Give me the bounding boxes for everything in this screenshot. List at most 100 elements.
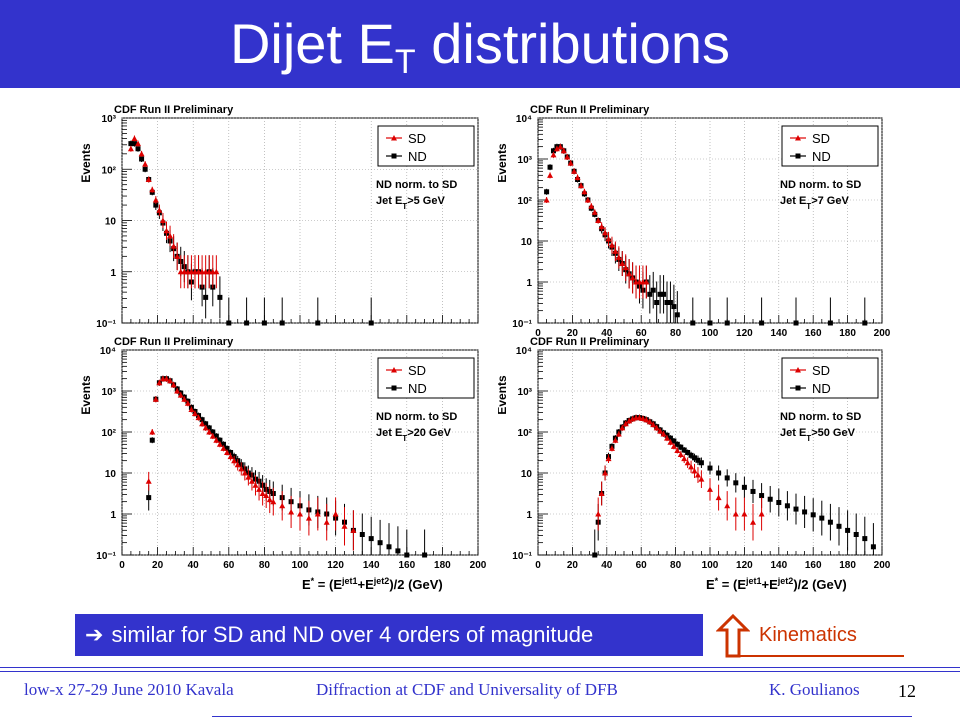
sd-point xyxy=(297,511,303,517)
sd-point xyxy=(288,508,295,515)
nd-point xyxy=(698,460,704,466)
sd-point xyxy=(231,457,238,464)
y-tick-label: 1 xyxy=(526,278,532,289)
kinematics-arrow-icon[interactable] xyxy=(716,612,750,658)
legend-nd-marker xyxy=(795,385,801,391)
sd-point xyxy=(657,428,664,434)
x-tick-label: 140 xyxy=(770,560,787,571)
kinematics-link[interactable]: Kinematics xyxy=(759,624,857,646)
sd-point xyxy=(574,174,581,180)
y-tick-label: 10⁻¹ xyxy=(512,551,532,562)
sd-point xyxy=(156,207,163,213)
nd-point xyxy=(547,164,553,170)
x-tick-label: 0 xyxy=(535,328,541,336)
sd-point xyxy=(266,496,273,503)
sd-point xyxy=(149,186,156,193)
y-tick-label: 10³ xyxy=(102,114,117,125)
sd-point xyxy=(758,511,765,517)
sd-point xyxy=(674,447,681,453)
sd-point xyxy=(191,410,198,417)
callout-text: similar for SD and ND over 4 orders of m… xyxy=(111,622,594,647)
y-tick-label: 1 xyxy=(110,510,116,521)
nd-point xyxy=(228,450,234,455)
x-tick-label: 60 xyxy=(636,560,648,571)
sd-point xyxy=(245,474,252,480)
nd-point xyxy=(759,493,765,499)
sd-point xyxy=(152,197,159,203)
x-tick-label: 100 xyxy=(702,328,719,336)
legend-sd-marker xyxy=(391,135,397,141)
x-tick-label: 200 xyxy=(874,328,891,336)
nd-point xyxy=(767,496,773,502)
footer-talk-title: Diffraction at CDF and Universality of D… xyxy=(316,680,618,699)
legend-sd-marker xyxy=(795,135,801,141)
x-tick-label: 160 xyxy=(398,560,415,571)
sd-point xyxy=(174,253,181,259)
sd-point xyxy=(167,232,174,239)
y-tick-label: 10⁻¹ xyxy=(512,319,532,330)
sd-point xyxy=(615,431,622,437)
nd-point xyxy=(261,320,267,326)
nd-point xyxy=(135,146,141,152)
nd-point xyxy=(716,470,722,476)
nd-point xyxy=(759,320,765,326)
nd-point xyxy=(776,500,782,506)
cut-note: Jet ET>5 GeV xyxy=(376,195,445,211)
x-tick-label: 40 xyxy=(601,328,613,336)
sd-point xyxy=(127,145,134,152)
legend-nd-marker xyxy=(795,153,801,159)
sd-point xyxy=(145,176,152,182)
sd-point xyxy=(595,511,602,517)
sd-point xyxy=(279,502,286,509)
nd-point xyxy=(647,291,653,297)
nd-point xyxy=(213,433,219,439)
nd-point xyxy=(741,484,747,490)
x-tick-label: 180 xyxy=(434,560,451,571)
sd-point xyxy=(629,274,636,281)
sd-point xyxy=(581,188,588,195)
x-tick-label: 0 xyxy=(535,560,541,571)
x-tick-label: 140 xyxy=(770,328,787,336)
y-tick-label: 10 xyxy=(105,217,117,228)
sd-point xyxy=(608,445,615,451)
nd-point xyxy=(650,287,656,293)
legend-nd-label: ND xyxy=(812,381,831,396)
sd-point xyxy=(605,235,612,242)
nd-point xyxy=(690,320,696,326)
footer-author: K. Goulianos xyxy=(769,680,860,699)
sd-point xyxy=(227,453,234,460)
sd-point xyxy=(560,147,567,154)
plot-panel-3: 10⁴ 10³ 10² 10 1 10⁻¹ 0 20 40 60 80 100 120 140 160 180… xyxy=(72,336,498,598)
y-tick-label: 10 xyxy=(105,469,117,480)
chart-header: CDF Run II Preliminary xyxy=(114,336,234,348)
x-tick-label: 20 xyxy=(152,560,164,571)
sd-point xyxy=(602,229,609,236)
sd-point xyxy=(724,502,731,509)
x-tick-label: 180 xyxy=(839,328,856,336)
nd-point xyxy=(671,304,677,310)
nd-point xyxy=(199,417,205,423)
x-tick-label: 200 xyxy=(470,560,487,571)
sd-point xyxy=(646,418,653,425)
sd-point xyxy=(145,478,152,484)
legend-sd-marker xyxy=(795,367,801,373)
nd-point xyxy=(224,445,230,451)
sd-point xyxy=(350,527,357,533)
x-tick-label: 60 xyxy=(223,560,235,571)
y-tick-label: 10³ xyxy=(518,155,533,166)
nd-point xyxy=(226,320,232,326)
nd-point xyxy=(217,437,223,443)
chart-header: CDF Run II Preliminary xyxy=(530,104,650,116)
sd-point xyxy=(263,492,270,499)
sd-point xyxy=(694,472,701,478)
chart-et5: 10³ 10² 10 1 10⁻¹ CDF Run II Preliminary Event… xyxy=(79,104,479,330)
nd-point xyxy=(827,519,833,525)
y-tick-label: 1 xyxy=(110,268,116,279)
slide-title: Dijet ET distributions xyxy=(229,12,731,81)
nd-point xyxy=(404,552,410,558)
nd-point xyxy=(422,552,428,558)
nd-point xyxy=(667,300,673,305)
sd-point xyxy=(163,375,170,382)
x-tick-label: 140 xyxy=(363,560,380,571)
nd-point xyxy=(368,536,374,542)
